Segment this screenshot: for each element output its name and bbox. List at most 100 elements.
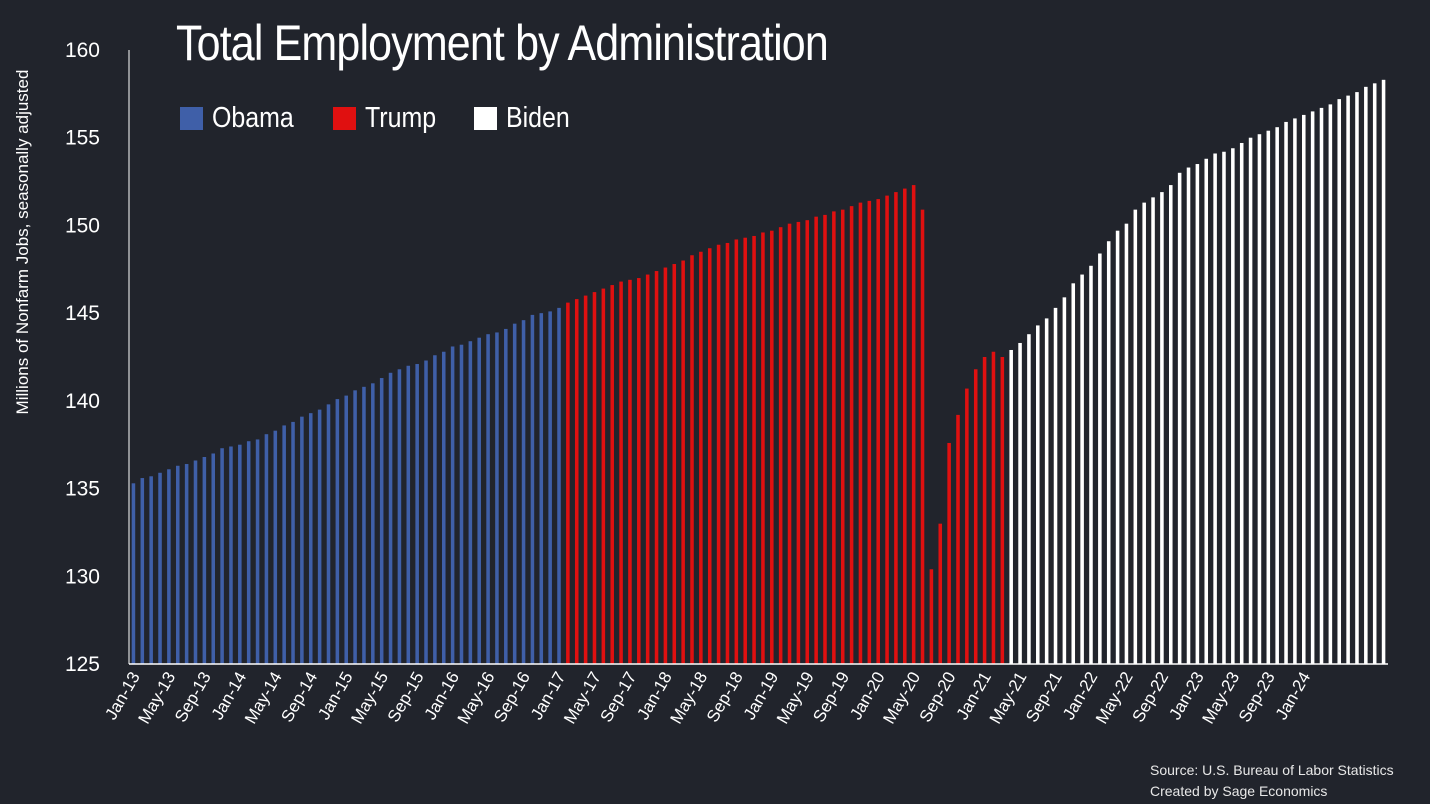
bar-obama-5	[175, 465, 180, 664]
bar-trump-79	[832, 211, 836, 664]
bar-trump-90	[929, 569, 934, 664]
bar-obama-36	[450, 346, 455, 664]
bar-obama-38	[468, 341, 473, 664]
bar-obama-10	[220, 448, 224, 664]
bar-obama-42	[504, 328, 508, 664]
bar-trump-82	[858, 202, 863, 664]
bar-trump-60	[663, 267, 668, 664]
legend-swatch-biden	[473, 107, 497, 130]
source-note: Source: U.S. Bureau of Labor Statistics …	[1150, 760, 1394, 802]
bar-biden-106	[1071, 283, 1076, 664]
bar-trump-67	[725, 242, 730, 664]
bar-biden-136	[1337, 99, 1342, 665]
bar-biden-120	[1195, 164, 1200, 664]
legend-swatch-trump	[333, 107, 357, 130]
x-tick-label: Jan-24	[1272, 669, 1314, 724]
bar-obama-30	[397, 369, 402, 664]
bar-trump-77	[814, 216, 818, 664]
bar-obama-28	[379, 378, 384, 664]
bar-biden-112	[1124, 223, 1129, 665]
bar-biden-130	[1284, 121, 1288, 665]
bar-obama-14	[255, 439, 260, 664]
bar-obama-11	[229, 446, 233, 664]
bar-trump-58	[645, 274, 650, 664]
bar-obama-48	[557, 307, 561, 664]
bar-biden-131	[1293, 118, 1297, 665]
bar-biden-107	[1080, 274, 1084, 664]
bar-trump-81	[849, 206, 854, 664]
bar-obama-16	[273, 430, 278, 664]
y-tick-label: 145	[65, 302, 100, 325]
bar-trump-78	[823, 214, 827, 664]
bar-biden-135	[1328, 104, 1333, 664]
bar-trump-93	[956, 414, 960, 664]
bar-trump-74	[787, 223, 792, 665]
credit-line: Created by Sage Economics	[1150, 783, 1328, 799]
legend-item-obama: Obama	[180, 102, 307, 135]
bar-obama-34	[433, 355, 437, 664]
bar-trump-83	[867, 200, 872, 664]
bar-trump-64	[699, 251, 703, 665]
bar-obama-27	[371, 383, 375, 664]
bar-biden-141	[1381, 79, 1386, 664]
legend-label-obama: Obama	[212, 102, 294, 134]
bar-biden-109	[1098, 253, 1102, 664]
bar-trump-87	[903, 188, 907, 664]
bar-obama-39	[477, 337, 481, 664]
y-tick-label: 130	[65, 565, 100, 588]
bar-trump-92	[947, 442, 951, 664]
y-tick-label: 135	[65, 478, 100, 501]
bar-trump-52	[592, 292, 597, 664]
bar-trump-73	[778, 227, 783, 664]
bar-biden-126	[1248, 137, 1253, 664]
bar-obama-15	[264, 434, 269, 664]
bar-obama-35	[441, 351, 446, 664]
bar-biden-115	[1151, 197, 1155, 665]
bar-trump-94	[965, 388, 969, 664]
bar-trump-53	[601, 288, 606, 664]
bar-trump-89	[920, 209, 925, 664]
bar-obama-19	[300, 416, 304, 664]
bar-obama-40	[486, 334, 490, 664]
bar-obama-26	[362, 386, 366, 664]
bar-obama-12	[238, 444, 242, 664]
bar-obama-24	[344, 395, 348, 664]
legend-label-trump: Trump	[365, 102, 437, 134]
bar-obama-22	[326, 404, 331, 664]
bar-biden-134	[1319, 107, 1324, 664]
legend: Obama Trump Biden	[180, 102, 606, 135]
bar-obama-20	[308, 413, 313, 664]
bar-obama-32	[415, 364, 419, 664]
bar-obama-3	[158, 472, 162, 664]
bar-biden-101	[1027, 334, 1031, 664]
bar-trump-91	[938, 523, 943, 664]
y-tick-label: 155	[65, 127, 100, 150]
bar-biden-117	[1169, 185, 1173, 664]
bar-trump-51	[583, 295, 588, 664]
bar-biden-125	[1239, 142, 1244, 665]
bar-trump-56	[628, 279, 632, 664]
y-axis-label: Millions of Nonfarm Jobs, seasonally adj…	[13, 69, 32, 415]
bar-biden-133	[1310, 111, 1315, 664]
legend-item-biden: Biden	[473, 102, 580, 135]
bar-obama-44	[521, 320, 526, 664]
legend-label-biden: Biden	[505, 102, 570, 134]
bar-obama-41	[495, 332, 499, 664]
bar-trump-55	[619, 281, 623, 664]
bar-biden-121	[1204, 158, 1209, 664]
y-tick-label: 125	[65, 653, 100, 676]
bar-trump-85	[885, 195, 889, 665]
bar-biden-100	[1018, 342, 1022, 664]
bar-trump-86	[894, 192, 898, 664]
bar-biden-102	[1036, 325, 1040, 664]
bar-obama-43	[512, 323, 517, 664]
legend-item-trump: Trump	[333, 102, 448, 135]
bar-obama-9	[211, 453, 216, 664]
bar-biden-119	[1186, 167, 1191, 665]
bar-trump-69	[743, 237, 747, 664]
bar-obama-29	[388, 372, 393, 664]
bar-biden-105	[1062, 297, 1067, 664]
bar-obama-6	[184, 464, 189, 664]
bar-obama-0	[131, 483, 136, 664]
